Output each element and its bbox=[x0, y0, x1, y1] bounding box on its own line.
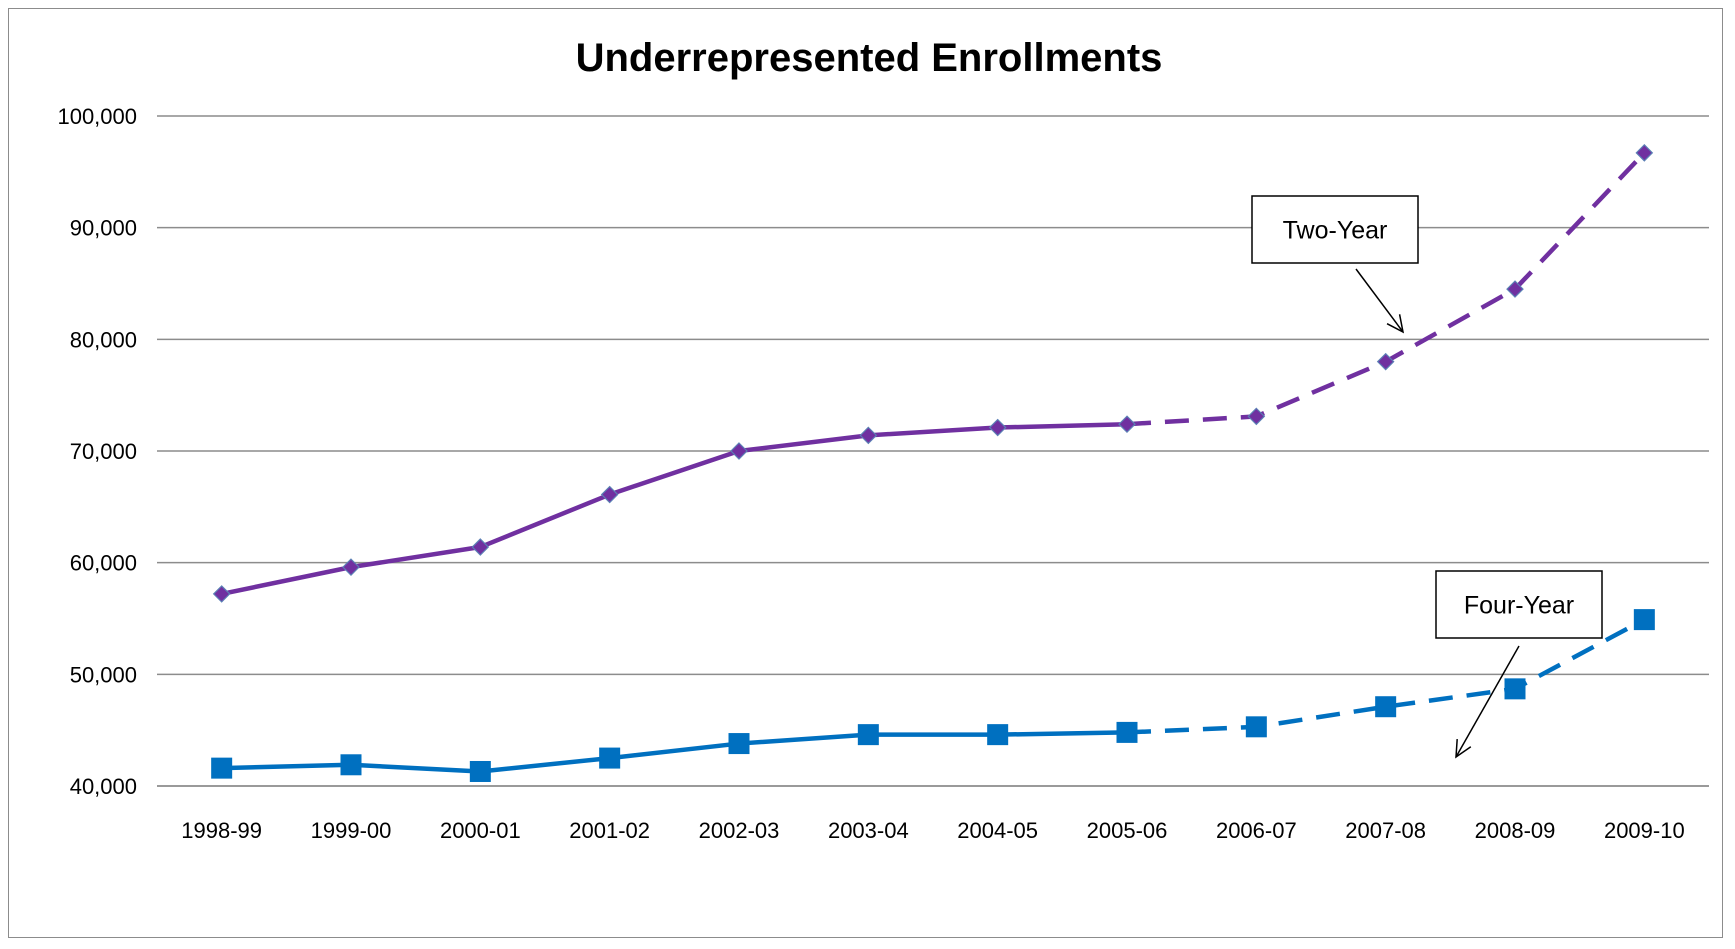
four-year-callout: Four-Year bbox=[1435, 570, 1603, 759]
two-year-callout-arrowhead bbox=[1386, 314, 1405, 334]
four-year-callout-arrowhead bbox=[1455, 738, 1472, 759]
y-tick-label: 40,000 bbox=[70, 774, 137, 799]
two-year-point-2003-04 bbox=[859, 426, 878, 445]
x-tick-label: 2000-01 bbox=[440, 818, 521, 843]
four-year-callout-box bbox=[1435, 570, 1603, 639]
two-year-point-2008-09 bbox=[1506, 280, 1524, 298]
chart-frame: Underrepresented Enrollments 40,000 50,00… bbox=[8, 8, 1723, 938]
two-year-series-line bbox=[221, 421, 1128, 597]
two-year-point-1999-00 bbox=[342, 558, 360, 576]
two-year-point-2005-06 bbox=[1118, 415, 1136, 434]
four-year-point-2005-06 bbox=[1116, 721, 1138, 743]
annotations: Two-Year Four-Year bbox=[1251, 195, 1603, 759]
four-year-projection-line bbox=[1126, 617, 1646, 735]
x-tick-label: 2008-09 bbox=[1475, 818, 1556, 843]
two-year-point-1998-99 bbox=[212, 585, 231, 603]
x-tick-label: 2009-10 bbox=[1604, 818, 1685, 843]
two-year-point-2004-05 bbox=[988, 418, 1007, 437]
line-chart: Underrepresented Enrollments 40,000 50,00… bbox=[57, 36, 1709, 843]
four-year-callout-arrow bbox=[1455, 645, 1520, 758]
x-tick-label: 2001-02 bbox=[569, 818, 650, 843]
two-year-point-2001-02 bbox=[600, 485, 619, 504]
four-year-series-line bbox=[221, 730, 1128, 774]
four-year-point-2002-03 bbox=[728, 733, 750, 755]
x-tick-label: 2007-08 bbox=[1345, 818, 1426, 843]
x-tick-label: 2005-06 bbox=[1087, 818, 1168, 843]
two-year-point-2000-01 bbox=[471, 538, 490, 556]
four-year-point-2009-10 bbox=[1633, 609, 1655, 631]
x-tick-label: 2003-04 bbox=[828, 818, 909, 843]
two-year-callout-label: Two-Year bbox=[1283, 217, 1388, 245]
series-lines bbox=[221, 151, 1646, 774]
y-tick-label: 70,000 bbox=[70, 439, 137, 464]
y-tick-label: 50,000 bbox=[70, 662, 137, 687]
chart-title: Underrepresented Enrollments bbox=[576, 36, 1163, 80]
four-year-point-2003-04 bbox=[857, 724, 879, 746]
four-year-point-2008-09 bbox=[1504, 678, 1526, 700]
two-year-callout: Two-Year bbox=[1251, 195, 1419, 334]
y-tick-label: 80,000 bbox=[70, 327, 137, 352]
data-markers bbox=[211, 144, 1655, 782]
axes: 40,000 50,000 60,000 70,000 80,000 90,000 100,… bbox=[57, 104, 1709, 843]
two-year-point-2006-07 bbox=[1247, 407, 1266, 426]
x-tick-label: 2002-03 bbox=[699, 818, 780, 843]
two-year-point-2002-03 bbox=[730, 442, 748, 460]
four-year-point-2007-08 bbox=[1375, 696, 1397, 718]
two-year-point-2009-10 bbox=[1635, 144, 1654, 162]
gridlines bbox=[157, 115, 1709, 787]
x-tick-label: 2006-07 bbox=[1216, 818, 1297, 843]
four-year-callout-label: Four-Year bbox=[1464, 592, 1574, 620]
y-tick-label: 60,000 bbox=[70, 551, 137, 576]
x-tick-label: 1998-99 bbox=[181, 818, 262, 843]
four-year-point-1999-00 bbox=[340, 754, 362, 776]
two-year-callout-box bbox=[1251, 195, 1419, 264]
four-year-point-2000-01 bbox=[469, 760, 491, 782]
y-tick-label: 100,000 bbox=[57, 104, 137, 129]
x-tick-label: 2004-05 bbox=[957, 818, 1038, 843]
two-year-callout-arrow bbox=[1355, 268, 1404, 333]
four-year-point-2001-02 bbox=[599, 747, 621, 769]
y-tick-label: 90,000 bbox=[70, 216, 137, 241]
four-year-point-2006-07 bbox=[1245, 716, 1267, 738]
four-year-point-1998-99 bbox=[211, 757, 233, 779]
two-year-projection-line bbox=[1126, 151, 1646, 427]
x-tick-label: 1999-00 bbox=[311, 818, 392, 843]
two-year-point-2007-08 bbox=[1376, 352, 1395, 371]
four-year-point-2004-05 bbox=[987, 724, 1009, 746]
